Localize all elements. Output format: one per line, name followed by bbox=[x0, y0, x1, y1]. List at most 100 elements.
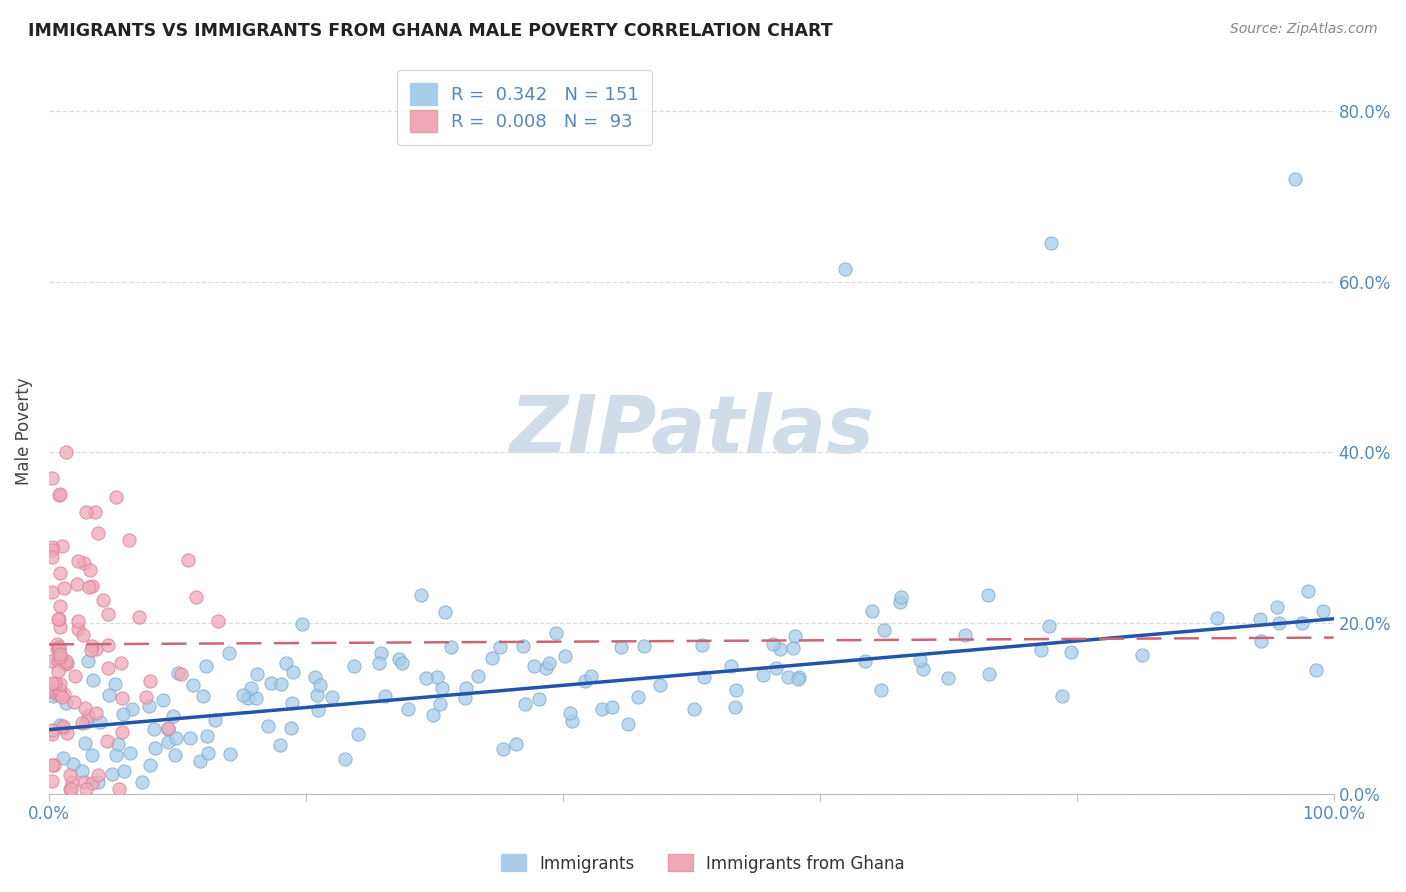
Point bbox=[82, 747, 104, 762]
Point bbox=[110, 657, 132, 671]
Point bbox=[48, 640, 70, 654]
Point bbox=[769, 641, 792, 656]
Point bbox=[304, 671, 326, 685]
Point bbox=[1060, 645, 1083, 659]
Text: Source: ZipAtlas.com: Source: ZipAtlas.com bbox=[1230, 22, 1378, 37]
Point bbox=[391, 656, 413, 670]
Point bbox=[1265, 600, 1288, 615]
Point bbox=[333, 752, 356, 766]
Text: IMMIGRANTS VS IMMIGRANTS FROM GHANA MALE POVERTY CORRELATION CHART: IMMIGRANTS VS IMMIGRANTS FROM GHANA MALE… bbox=[28, 22, 832, 40]
Point bbox=[274, 656, 297, 670]
Point bbox=[97, 661, 120, 675]
Point bbox=[75, 505, 97, 519]
Point bbox=[270, 676, 292, 690]
Point bbox=[724, 683, 747, 698]
Point bbox=[1291, 615, 1313, 630]
Point bbox=[73, 701, 96, 715]
Y-axis label: Male Poverty: Male Poverty bbox=[15, 377, 32, 485]
Point bbox=[51, 719, 73, 733]
Point bbox=[440, 640, 463, 654]
Point bbox=[165, 731, 187, 746]
Point bbox=[218, 646, 240, 660]
Legend: Immigrants, Immigrants from Ghana: Immigrants, Immigrants from Ghana bbox=[495, 847, 911, 880]
Point bbox=[75, 782, 97, 797]
Point bbox=[181, 678, 204, 692]
Point bbox=[46, 612, 69, 626]
Point bbox=[834, 262, 856, 277]
Point bbox=[41, 684, 63, 698]
Point bbox=[41, 543, 63, 558]
Point bbox=[426, 670, 449, 684]
Point bbox=[62, 756, 84, 771]
Point bbox=[489, 640, 512, 655]
Point bbox=[77, 580, 100, 594]
Point bbox=[785, 629, 807, 643]
Point bbox=[527, 691, 550, 706]
Point bbox=[1284, 172, 1306, 186]
Point bbox=[776, 670, 799, 684]
Point bbox=[204, 714, 226, 728]
Point bbox=[1205, 610, 1227, 624]
Point bbox=[48, 647, 70, 661]
Point bbox=[46, 655, 69, 669]
Point bbox=[260, 675, 283, 690]
Point bbox=[787, 670, 810, 684]
Point bbox=[239, 681, 262, 696]
Point bbox=[138, 674, 160, 689]
Point bbox=[48, 649, 70, 664]
Point bbox=[48, 653, 70, 667]
Point bbox=[48, 681, 70, 696]
Point bbox=[505, 737, 527, 751]
Point bbox=[617, 717, 640, 731]
Point bbox=[70, 715, 93, 730]
Point bbox=[60, 782, 83, 797]
Point bbox=[46, 664, 69, 678]
Point bbox=[76, 654, 98, 668]
Point bbox=[86, 768, 108, 782]
Point bbox=[63, 669, 86, 683]
Point bbox=[112, 764, 135, 779]
Point bbox=[49, 566, 72, 581]
Point bbox=[51, 690, 73, 704]
Point bbox=[66, 614, 89, 628]
Point bbox=[101, 767, 124, 781]
Point bbox=[207, 615, 229, 629]
Point bbox=[574, 673, 596, 688]
Point bbox=[762, 637, 785, 651]
Point bbox=[41, 584, 63, 599]
Point bbox=[1250, 633, 1272, 648]
Point bbox=[98, 689, 121, 703]
Point bbox=[321, 690, 343, 705]
Point bbox=[72, 628, 94, 642]
Point bbox=[49, 687, 72, 701]
Point bbox=[41, 540, 63, 554]
Point bbox=[197, 746, 219, 760]
Point bbox=[48, 641, 70, 656]
Point bbox=[683, 701, 706, 715]
Point bbox=[188, 754, 211, 768]
Point bbox=[512, 639, 534, 653]
Point bbox=[39, 684, 62, 698]
Point bbox=[79, 643, 101, 657]
Point bbox=[77, 708, 100, 723]
Point bbox=[554, 649, 576, 664]
Point bbox=[232, 688, 254, 702]
Point bbox=[515, 697, 537, 711]
Point bbox=[765, 660, 787, 674]
Point bbox=[84, 641, 107, 656]
Point bbox=[59, 768, 82, 782]
Point bbox=[269, 738, 291, 752]
Point bbox=[873, 624, 896, 638]
Point bbox=[176, 553, 198, 567]
Point bbox=[41, 550, 63, 565]
Point bbox=[786, 673, 808, 687]
Point bbox=[1296, 584, 1319, 599]
Point bbox=[690, 638, 713, 652]
Point bbox=[111, 691, 134, 706]
Point bbox=[374, 689, 396, 703]
Point bbox=[118, 533, 141, 548]
Point bbox=[1029, 643, 1052, 657]
Point bbox=[396, 701, 419, 715]
Point bbox=[184, 590, 207, 604]
Point bbox=[97, 607, 120, 621]
